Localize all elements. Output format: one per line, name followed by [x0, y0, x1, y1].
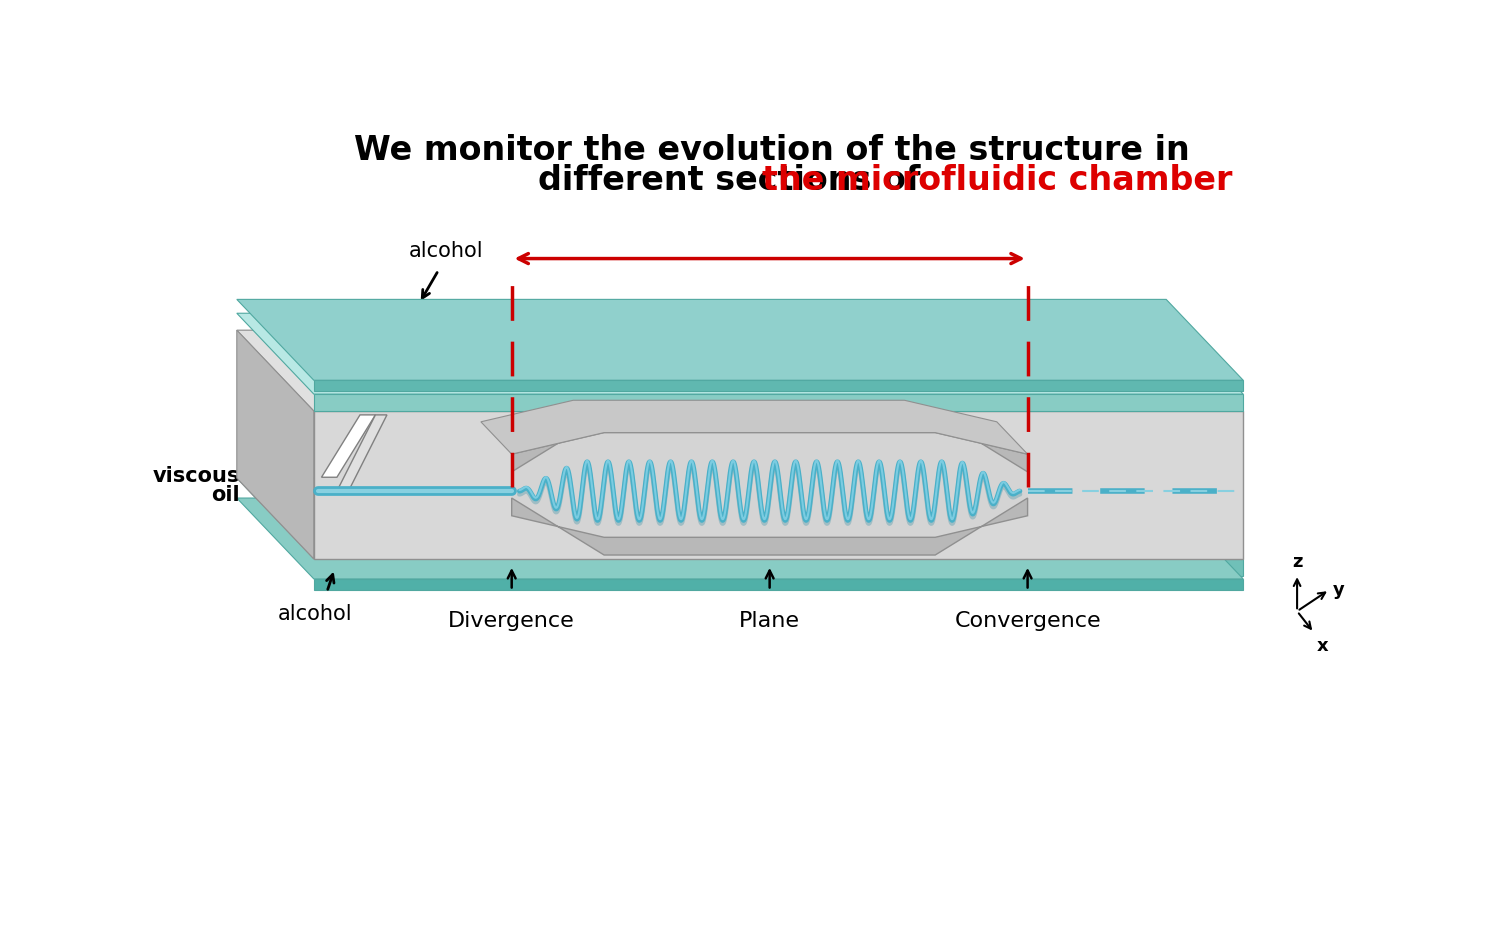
Polygon shape [313, 579, 1243, 590]
Text: alcohol: alcohol [277, 604, 353, 624]
Polygon shape [313, 559, 1243, 576]
Text: We monitor the evolution of the structure in: We monitor the evolution of the structur… [354, 135, 1191, 168]
Polygon shape [237, 314, 1243, 394]
Polygon shape [237, 478, 1243, 559]
Text: z: z [1291, 553, 1302, 571]
Polygon shape [313, 381, 1243, 391]
Text: viscous: viscous [152, 465, 240, 486]
Polygon shape [512, 432, 1028, 537]
Polygon shape [237, 478, 1243, 559]
Text: Convergence: Convergence [954, 611, 1102, 631]
Text: y: y [1332, 580, 1344, 599]
Polygon shape [237, 331, 1243, 411]
Polygon shape [1166, 331, 1243, 559]
Text: oil: oil [211, 485, 240, 505]
Polygon shape [481, 400, 1028, 454]
Polygon shape [512, 414, 1028, 472]
Polygon shape [321, 414, 375, 478]
Text: different sections of: different sections of [538, 164, 933, 197]
Polygon shape [237, 331, 1166, 478]
Text: alcohol: alcohol [408, 241, 484, 261]
Polygon shape [237, 331, 313, 559]
Polygon shape [313, 394, 1243, 411]
Polygon shape [338, 414, 387, 491]
Polygon shape [512, 498, 1028, 555]
Polygon shape [237, 300, 1243, 381]
Text: the microfluidic chamber: the microfluidic chamber [761, 164, 1233, 197]
Text: Divergence: Divergence [448, 611, 576, 631]
Text: x: x [1317, 638, 1329, 656]
Polygon shape [237, 498, 1243, 579]
Text: Plane: Plane [738, 611, 800, 631]
Polygon shape [313, 411, 1243, 559]
